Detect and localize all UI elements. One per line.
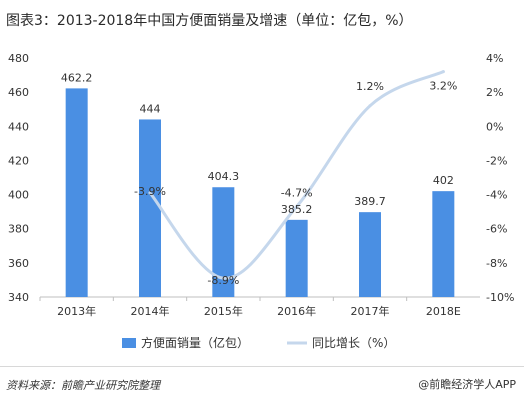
legend: 方便面销量（亿包） 同比增长（%） (122, 335, 395, 350)
x-tick-label: 2013年 (57, 304, 96, 318)
y-left-tick-label: 340 (8, 291, 29, 304)
legend-bar-label: 方便面销量（亿包） (141, 335, 249, 350)
line-point (148, 191, 152, 195)
bar-value-label: 385.2 (281, 203, 313, 216)
x-tick-label: 2017年 (351, 304, 390, 318)
legend-bar-swatch (122, 338, 136, 348)
y-left-tick-label: 380 (8, 223, 29, 236)
line-series (148, 70, 445, 280)
bar (285, 219, 308, 297)
line-value-label: -3.9% (134, 185, 166, 198)
y-right-tick-label: -10% (486, 291, 514, 304)
line-point (221, 276, 225, 280)
y-right-tick-label: -8% (486, 257, 507, 270)
y-right-tick-label: 2% (486, 86, 503, 99)
bar (432, 191, 455, 297)
line-value-label: 3.2% (429, 80, 457, 93)
y-right-tick-label: 0% (486, 120, 503, 133)
x-tick-label: 2016年 (277, 304, 316, 318)
y-left-tick-label: 440 (8, 120, 29, 133)
line-point (368, 104, 372, 108)
chart-axes: 340 360 380 400 420 440 460 480 -10% -8% -6% -4% -2%… (8, 52, 514, 318)
bar (65, 88, 88, 297)
line-point (295, 205, 299, 209)
y-left-tick-label: 400 (8, 189, 29, 202)
footer-divider (0, 366, 524, 367)
y-right-tick-label: 4% (486, 52, 503, 65)
legend-line-label: 同比增长（%） (312, 336, 395, 350)
bar-value-label: 444 (140, 102, 161, 115)
y-right-tick-label: -4% (486, 189, 507, 202)
y-right-tick-label: -6% (486, 223, 507, 236)
bar (212, 187, 235, 297)
bar-value-label: 404.3 (208, 170, 240, 183)
y-left-tick-label: 420 (8, 154, 29, 167)
bar-value-label: 402 (433, 174, 454, 187)
line-point (441, 70, 445, 74)
y-right-tick-label: -2% (486, 154, 507, 167)
x-tick-label: 2018E (426, 305, 461, 318)
combo-chart: 340 360 380 400 420 440 460 480 -10% -8% -6% -4% -2%… (8, 52, 514, 350)
y-left-tick-label: 480 (8, 52, 29, 65)
source-note: 资料来源：前瞻产业研究院整理 (6, 379, 160, 392)
data-labels: 462.2 444 404.3 385.2 389.7 402 -3.9% -8.9% -4.7… (61, 71, 457, 287)
line-value-label: -8.9% (207, 274, 239, 287)
chart-title: 图表3：2013-2018年中国方便面销量及增速（单位：亿包，%） (6, 13, 413, 29)
bar-value-label: 462.2 (61, 71, 93, 84)
y-left-tick-label: 460 (8, 86, 29, 99)
line-value-label: -4.7% (281, 187, 313, 200)
y-left-tick-label: 360 (8, 257, 29, 270)
brand-credit: @前瞻经济学人APP (418, 378, 516, 391)
bar (359, 212, 381, 297)
x-tick-label: 2014年 (131, 304, 170, 318)
bar-series (65, 88, 455, 297)
bar (139, 119, 161, 297)
x-tick-label: 2015年 (204, 304, 243, 318)
bar-value-label: 389.7 (354, 195, 386, 208)
line-value-label: 1.2% (356, 80, 384, 93)
